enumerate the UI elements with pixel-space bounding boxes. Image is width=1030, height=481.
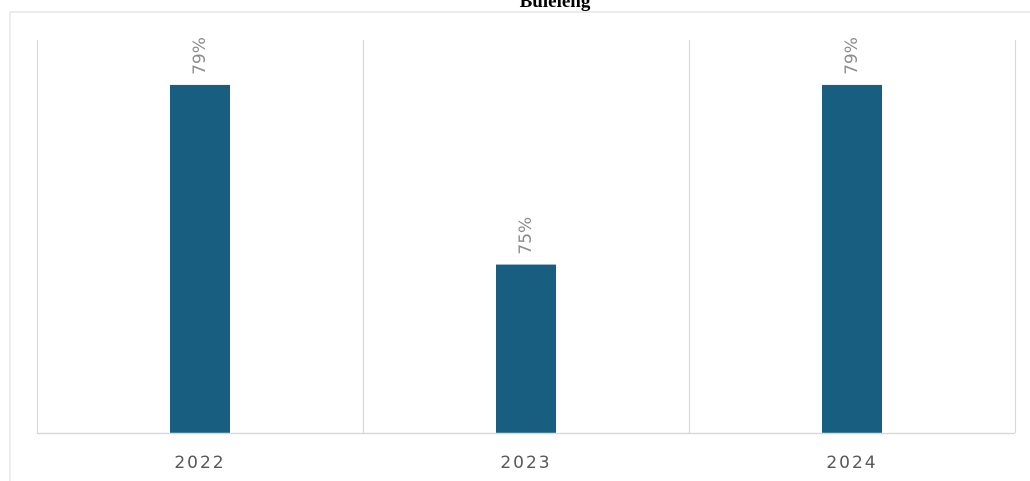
x-tick-label-2023: 2023 (500, 453, 551, 473)
data-label-2023: 75% (516, 217, 536, 255)
x-tick-label-2024: 2024 (826, 453, 877, 473)
chart-title: Buleleng (519, 0, 591, 12)
bar-2023 (496, 264, 556, 433)
bar-2024 (822, 84, 882, 434)
data-label-2024: 79% (842, 37, 862, 75)
bar-2022 (170, 84, 230, 434)
data-label-2022: 79% (190, 37, 210, 75)
x-tick-label-2022: 2022 (174, 453, 225, 473)
